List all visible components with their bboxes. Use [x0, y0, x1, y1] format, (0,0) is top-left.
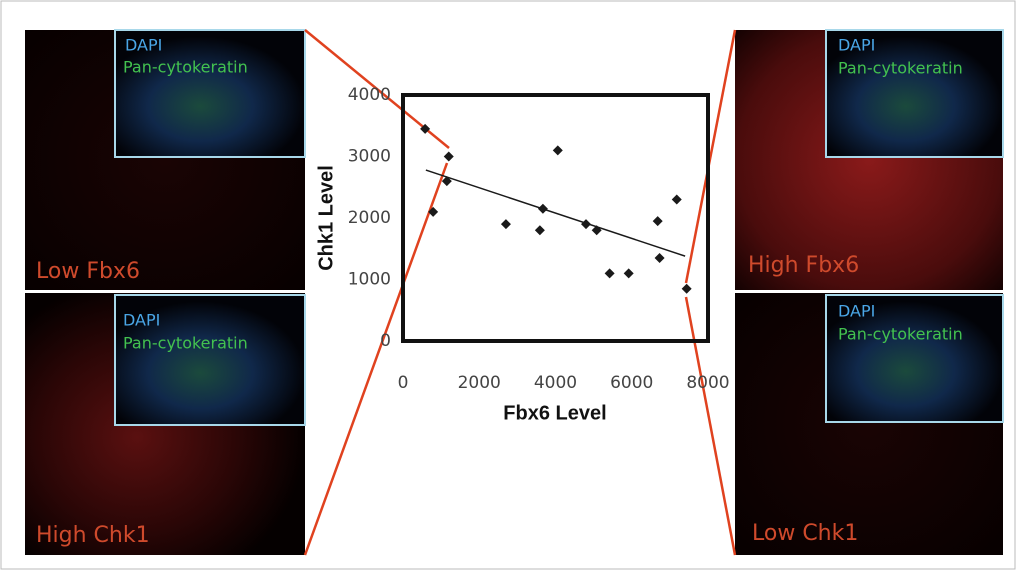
point — [623, 268, 634, 279]
inset-label: Pan-cytokeratin — [838, 325, 963, 344]
inset-label: Pan-cytokeratin — [838, 59, 963, 78]
y-tick-label: 2000 — [348, 208, 391, 228]
x-axis-label: Fbx6 Level — [503, 402, 606, 424]
point — [604, 268, 615, 279]
x-tick-label: 6000 — [610, 373, 653, 393]
inset-image — [114, 29, 306, 158]
inset-image — [114, 294, 306, 426]
inset-label: DAPI — [123, 311, 160, 330]
point — [681, 283, 692, 294]
connector — [684, 29, 737, 284]
x-tick-label: 4000 — [534, 373, 577, 393]
plot: 0 1000 2000 3000 4000 0 2000 4000 6000 8000 — [348, 85, 730, 393]
point — [534, 225, 545, 236]
point — [428, 206, 439, 217]
point — [654, 252, 665, 263]
inset-image — [825, 294, 1004, 423]
panel-label: High Chk1 — [36, 523, 150, 548]
x-tick-label: 2000 — [458, 373, 501, 393]
inset-label: Pan-cytokeratin — [123, 58, 248, 77]
point — [671, 194, 682, 205]
inset-label: Pan-cytokeratin — [123, 334, 248, 353]
y-tick-label: 0 — [380, 331, 391, 351]
inset-label: DAPI — [838, 36, 875, 55]
point — [537, 203, 548, 214]
x-tick-label: 0 — [398, 373, 409, 393]
x-tick-label: 8000 — [686, 373, 729, 393]
point — [591, 225, 602, 236]
inset-label: DAPI — [125, 36, 162, 55]
point — [443, 151, 454, 162]
point — [441, 176, 452, 187]
y-tick-label: 1000 — [348, 270, 391, 290]
panel-label: High Fbx6 — [748, 253, 859, 278]
point — [420, 123, 431, 134]
point — [500, 219, 511, 230]
connector — [303, 162, 449, 556]
trendline — [425, 169, 686, 257]
panel-label: Low Fbx6 — [36, 259, 140, 284]
y-axis-label: Chk1 Level — [315, 165, 337, 271]
y-tick-label: 3000 — [348, 147, 391, 167]
plot-frame — [401, 93, 710, 343]
point — [552, 145, 563, 156]
y-tick-label: 4000 — [348, 85, 391, 105]
inset-label: DAPI — [838, 302, 875, 321]
panel-label: Low Chk1 — [752, 521, 858, 546]
inset-image — [825, 29, 1004, 158]
point — [652, 216, 663, 227]
point — [581, 219, 591, 230]
